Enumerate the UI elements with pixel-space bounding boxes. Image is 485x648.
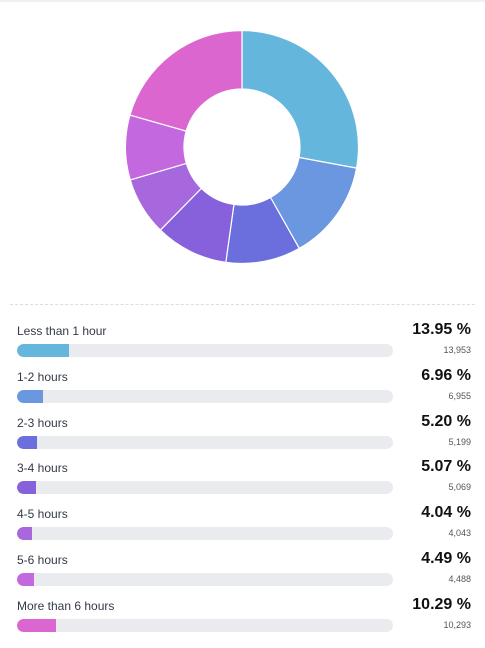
- row-label: 1-2 hours: [17, 369, 68, 384]
- row-percent: 6.96 %: [421, 366, 471, 384]
- progress-fill: [17, 572, 34, 586]
- row-count: 4,488: [448, 573, 471, 584]
- row-percent: 4.49 %: [421, 549, 471, 567]
- progress-track: [17, 435, 393, 449]
- row-count: 4,043: [448, 528, 471, 539]
- row-count: 13,953: [443, 345, 471, 355]
- progress-fill: [17, 618, 56, 632]
- breakdown-row: 3-4 hours 5.07 % 5,069: [0, 456, 485, 502]
- progress-track: [17, 389, 393, 403]
- progress-track: [17, 572, 393, 586]
- breakdown-list: Less than 1 hour 13.95 % 13,953 1-2 hours 6.…: [0, 319, 485, 640]
- row-label: 2-3 hours: [17, 415, 68, 430]
- breakdown-row: 1-2 hours 6.96 % 6,955: [0, 365, 485, 411]
- progress-fill: [17, 527, 33, 541]
- row-count: 5,199: [448, 436, 471, 447]
- row-percent: 5.07 %: [421, 458, 471, 476]
- row-label: 5-6 hours: [17, 552, 68, 567]
- row-label: 3-4 hours: [17, 461, 68, 476]
- progress-fill: [17, 344, 70, 357]
- top-border: [0, 0, 485, 2]
- donut-slice-0[interactable]: [241, 29, 360, 169]
- donut-chart: [124, 29, 360, 265]
- row-count: 5,069: [448, 482, 471, 493]
- progress-track: [17, 618, 393, 632]
- row-count: 6,955: [448, 390, 471, 401]
- progress-track: [17, 527, 393, 541]
- progress-fill: [17, 481, 37, 495]
- row-percent: 5.20 %: [421, 412, 471, 430]
- progress-fill: [17, 389, 44, 403]
- breakdown-row: 2-3 hours 5.20 % 5,199: [0, 411, 485, 457]
- row-percent: 10.29 %: [412, 595, 471, 613]
- progress-track: [17, 344, 393, 357]
- progress-fill: [17, 435, 37, 449]
- breakdown-row: 4-5 hours 4.04 % 4,043: [0, 502, 485, 548]
- donut-slice-6[interactable]: [129, 29, 243, 132]
- progress-track: [17, 481, 393, 495]
- breakdown-row: 5-6 hours 4.49 % 4,488: [0, 548, 485, 594]
- breakdown-row: Less than 1 hour 13.95 % 13,953: [0, 319, 485, 365]
- section-divider: [10, 304, 475, 305]
- row-label: Less than 1 hour: [17, 324, 107, 338]
- row-label: 4-5 hours: [17, 507, 68, 522]
- row-percent: 13.95 %: [412, 321, 471, 338]
- row-label: More than 6 hours: [17, 598, 115, 613]
- breakdown-row: More than 6 hours 10.29 % 10,293: [0, 594, 485, 640]
- row-percent: 4.04 %: [421, 504, 471, 522]
- row-count: 10,293: [443, 619, 471, 630]
